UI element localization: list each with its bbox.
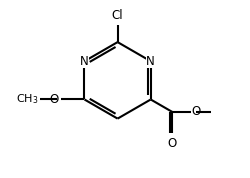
Text: O: O bbox=[168, 137, 177, 150]
Text: CH$_3$: CH$_3$ bbox=[16, 93, 39, 106]
Text: Cl: Cl bbox=[112, 9, 124, 22]
Text: N: N bbox=[80, 55, 89, 68]
Text: N: N bbox=[146, 55, 155, 68]
Text: O: O bbox=[192, 105, 201, 118]
Text: O: O bbox=[50, 93, 59, 106]
